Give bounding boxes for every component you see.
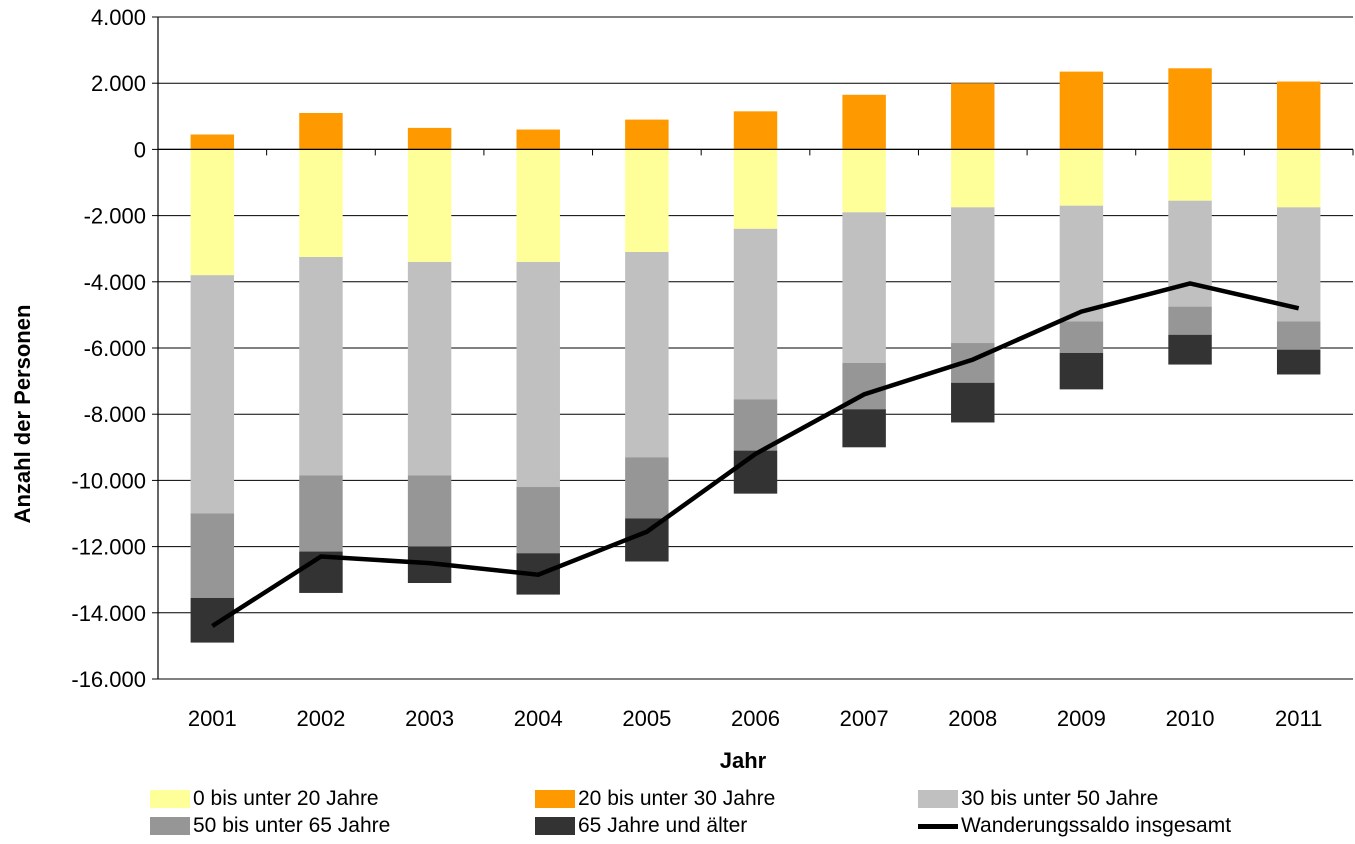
bar-segment: [1059, 149, 1104, 206]
bar-segment: [1059, 205, 1104, 322]
bars: [190, 68, 1321, 643]
bar-segment: [625, 119, 669, 150]
legend-item-total: Wanderungssaldo insgesamt: [918, 813, 1231, 839]
x-tick-label: 2009: [1057, 706, 1106, 731]
bar-segment: [625, 457, 669, 519]
bar-segment: [951, 382, 995, 423]
x-tick-label: 2001: [188, 706, 237, 731]
legend-label: 30 bis unter 50 Jahre: [961, 787, 1159, 810]
x-axis-title: Jahr: [720, 748, 767, 773]
x-tick-label: 2006: [731, 706, 780, 731]
legend-item-65-plus: 65 Jahre und älter: [535, 813, 747, 839]
x-tick-label: 2004: [514, 706, 563, 731]
bar-segment: [625, 518, 669, 562]
y-tick-label: 2.000: [91, 71, 146, 96]
bar-segment: [1168, 149, 1212, 201]
bar-segment: [1059, 71, 1104, 150]
bar-segment: [1276, 81, 1321, 150]
bar-segment: [407, 475, 452, 547]
legend-item-50-65: 50 bis unter 65 Jahre: [150, 813, 390, 839]
bar-segment: [299, 149, 343, 257]
y-tick-label: 0: [134, 137, 146, 162]
bar-segment: [842, 212, 886, 363]
bar-segment: [951, 207, 995, 344]
y-tick-label: -12.000: [71, 535, 146, 560]
legend-label: Wanderungssaldo insgesamt: [961, 814, 1232, 837]
bar-segment: [407, 127, 452, 150]
chart: 4.000 2.000 0 -2.000 -4.000 -6.000 -8.000 -10.0…: [10, 5, 1354, 773]
bar-segment: [1059, 352, 1104, 390]
y-tick-label: 4.000: [91, 5, 146, 30]
bar-segment: [733, 149, 778, 229]
legend-swatch: [150, 790, 190, 808]
x-tick-labels: 2001 2002 2003 2004 2005 2006 2007 2008 2009 2010…: [188, 706, 1322, 731]
bar-segment: [1276, 349, 1321, 375]
bar-segment: [407, 149, 452, 262]
bar-segment: [951, 149, 995, 208]
legend-item-20-30: 20 bis unter 30 Jahre: [535, 786, 775, 812]
bar-segment: [1276, 207, 1321, 322]
y-tick-labels: 4.000 2.000 0 -2.000 -4.000 -6.000 -8.000 -10.0…: [71, 5, 146, 692]
legend-swatch: [918, 823, 958, 829]
y-axis-title: Anzahl der Personen: [10, 305, 35, 524]
legend: 0 bis unter 20 Jahre 20 bis unter 30 Jah…: [150, 786, 1350, 842]
y-tick-label: -2.000: [84, 204, 146, 229]
legend-label: 65 Jahre und älter: [578, 814, 748, 837]
bar-segment: [733, 399, 778, 451]
bar-segment: [299, 475, 343, 552]
bar-segment: [190, 149, 235, 276]
legend-label: 0 bis unter 20 Jahre: [193, 787, 379, 810]
y-tick-label: -10.000: [71, 468, 146, 493]
y-tick-label: -8.000: [84, 402, 146, 427]
total-line: [211, 281, 1300, 628]
y-tick-label: -4.000: [84, 270, 146, 295]
bar-segment: [190, 275, 235, 514]
bar-segment: [190, 597, 235, 643]
y-tick-label: -6.000: [84, 336, 146, 361]
bar-segment: [625, 252, 669, 458]
x-tick-label: 2003: [405, 706, 454, 731]
bar-segment: [516, 149, 560, 262]
legend-swatch: [535, 817, 575, 835]
bar-segment: [1168, 306, 1212, 335]
legend-label: 20 bis unter 30 Jahre: [578, 787, 776, 810]
axes: [152, 16, 1354, 680]
bar-segment: [842, 94, 886, 150]
x-tick-label: 2010: [1166, 706, 1215, 731]
bar-segment: [733, 450, 778, 494]
x-tick-label: 2005: [622, 706, 671, 731]
bar-segment: [1276, 149, 1321, 208]
bar-segment: [1276, 321, 1321, 350]
bar-segment: [516, 261, 560, 488]
bar-segment: [190, 513, 235, 598]
bar-segment: [733, 111, 778, 150]
bar-segment: [299, 112, 343, 150]
bar-segment: [190, 134, 235, 150]
bar-segment: [733, 228, 778, 400]
bar-segment: [842, 149, 886, 213]
legend-item-30-50: 30 bis unter 50 Jahre: [918, 786, 1158, 812]
bar-segment: [516, 487, 560, 554]
legend-item-0-20: 0 bis unter 20 Jahre: [150, 786, 379, 812]
x-tick-label: 2008: [948, 706, 997, 731]
legend-swatch: [918, 790, 958, 808]
bar-segment: [1168, 200, 1212, 307]
bar-segment: [299, 256, 343, 476]
bar-segment: [625, 149, 669, 253]
legend-swatch: [150, 817, 190, 835]
legend-swatch: [535, 790, 575, 808]
legend-label: 50 bis unter 65 Jahre: [193, 814, 391, 837]
bar-segment: [516, 129, 560, 150]
bar-segment: [951, 83, 995, 150]
x-tick-label: 2011: [1275, 706, 1322, 731]
bar-segment: [407, 261, 452, 476]
x-tick-label: 2002: [296, 706, 345, 731]
bar-segment: [1168, 68, 1212, 150]
y-tick-label: -16.000: [71, 667, 146, 692]
x-tick-label: 2007: [840, 706, 889, 731]
y-tick-label: -14.000: [71, 601, 146, 626]
bar-segment: [1059, 321, 1104, 353]
bar-segment: [842, 409, 886, 448]
bar-segment: [1168, 334, 1212, 365]
